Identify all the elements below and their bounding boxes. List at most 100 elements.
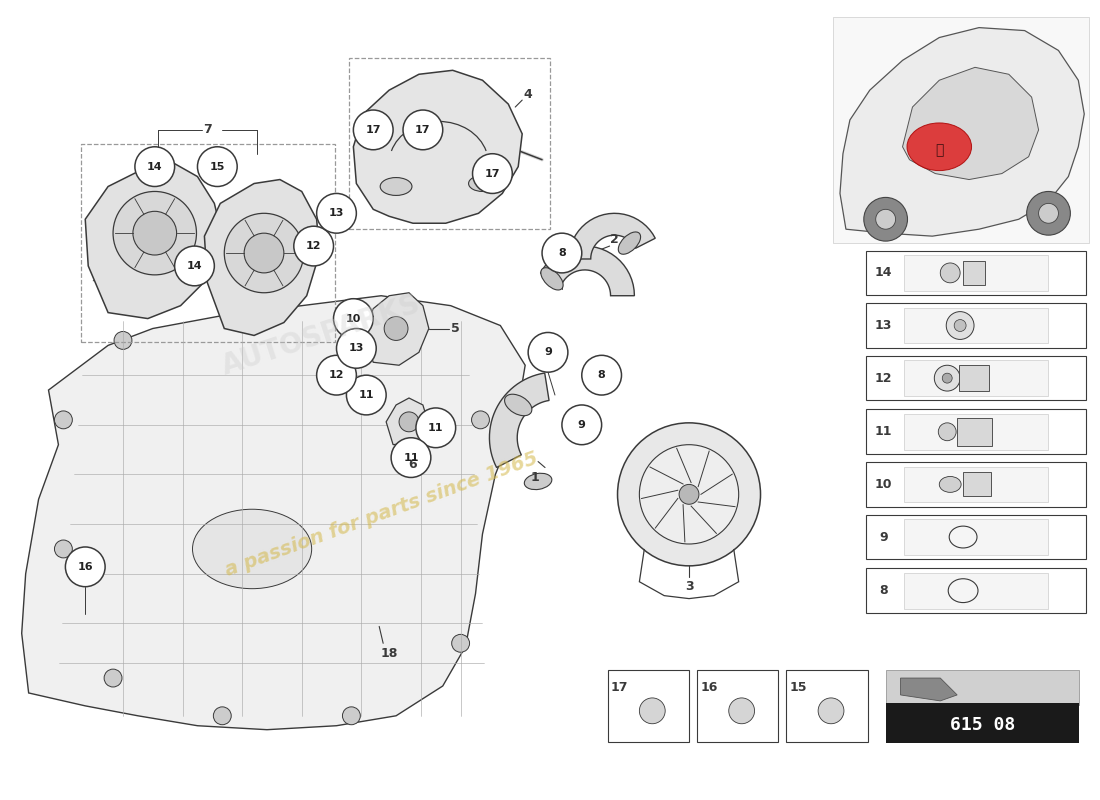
Text: AUTOSPARKS: AUTOSPARKS: [219, 290, 425, 381]
Text: 🐂: 🐂: [935, 142, 944, 157]
Polygon shape: [205, 179, 320, 335]
Bar: [833, 17, 1089, 243]
Text: 12: 12: [329, 370, 344, 380]
Bar: [866, 410, 1086, 454]
Circle shape: [244, 233, 284, 273]
Circle shape: [403, 110, 442, 150]
Circle shape: [317, 355, 356, 395]
Text: 5: 5: [451, 322, 460, 335]
Text: 14: 14: [874, 266, 892, 279]
Ellipse shape: [192, 510, 311, 589]
Circle shape: [346, 375, 386, 415]
Text: 16: 16: [77, 562, 94, 572]
Bar: [81, 144, 334, 342]
Text: 2: 2: [610, 233, 619, 246]
Bar: [903, 573, 1047, 609]
Text: 11: 11: [428, 423, 443, 433]
Circle shape: [946, 312, 974, 339]
Polygon shape: [490, 373, 549, 467]
Circle shape: [213, 707, 231, 725]
Bar: [959, 366, 989, 391]
Bar: [866, 514, 1086, 559]
Polygon shape: [363, 293, 429, 366]
Circle shape: [934, 366, 960, 391]
Text: 11: 11: [359, 390, 374, 400]
Text: 9: 9: [544, 347, 552, 358]
Circle shape: [113, 191, 197, 275]
Ellipse shape: [469, 175, 496, 191]
Circle shape: [1026, 191, 1070, 235]
Polygon shape: [540, 246, 635, 296]
Ellipse shape: [908, 123, 971, 170]
Bar: [957, 418, 992, 446]
Bar: [903, 360, 1047, 396]
Circle shape: [317, 194, 356, 233]
Circle shape: [55, 411, 73, 429]
Circle shape: [104, 669, 122, 687]
Bar: [697, 670, 779, 742]
Circle shape: [1038, 203, 1058, 223]
Bar: [903, 308, 1047, 343]
Text: 11: 11: [874, 426, 892, 438]
Bar: [350, 58, 550, 229]
Text: 615 08: 615 08: [950, 716, 1015, 734]
Text: 13: 13: [874, 319, 892, 332]
Ellipse shape: [381, 178, 412, 195]
Bar: [886, 703, 1079, 742]
Ellipse shape: [618, 232, 640, 254]
Text: 1: 1: [530, 471, 539, 484]
Text: 7: 7: [204, 123, 212, 136]
Circle shape: [175, 246, 214, 286]
Circle shape: [399, 412, 419, 432]
Bar: [866, 250, 1086, 295]
Circle shape: [943, 373, 953, 383]
Text: 8: 8: [879, 584, 888, 597]
Circle shape: [198, 146, 238, 186]
Circle shape: [528, 333, 568, 372]
Text: 10: 10: [874, 478, 892, 491]
Circle shape: [353, 110, 393, 150]
Polygon shape: [569, 214, 656, 259]
Circle shape: [333, 298, 373, 338]
Circle shape: [639, 445, 739, 544]
Text: 13: 13: [349, 343, 364, 354]
Text: 8: 8: [597, 370, 605, 380]
Ellipse shape: [939, 477, 961, 492]
Circle shape: [542, 233, 582, 273]
Circle shape: [940, 263, 960, 283]
Text: 9: 9: [879, 530, 888, 543]
Text: 13: 13: [329, 208, 344, 218]
Bar: [866, 356, 1086, 401]
Circle shape: [864, 198, 907, 241]
Bar: [903, 255, 1047, 290]
Circle shape: [384, 317, 408, 341]
Circle shape: [639, 698, 665, 724]
Text: 14: 14: [147, 162, 163, 172]
Circle shape: [294, 226, 333, 266]
Circle shape: [55, 540, 73, 558]
Ellipse shape: [505, 394, 532, 416]
Circle shape: [337, 329, 376, 368]
Circle shape: [818, 698, 844, 724]
Text: 9: 9: [578, 420, 585, 430]
Text: 18: 18: [381, 646, 398, 660]
Circle shape: [392, 438, 431, 478]
Circle shape: [728, 698, 755, 724]
Circle shape: [679, 485, 699, 504]
Polygon shape: [840, 28, 1085, 236]
Polygon shape: [353, 70, 522, 223]
Ellipse shape: [541, 268, 563, 290]
Text: 10: 10: [345, 314, 361, 323]
Text: 12: 12: [874, 372, 892, 385]
Circle shape: [876, 210, 895, 229]
Circle shape: [114, 331, 132, 350]
Polygon shape: [902, 67, 1038, 179]
Circle shape: [954, 319, 966, 331]
Text: 4: 4: [524, 88, 532, 101]
Circle shape: [342, 707, 361, 725]
Circle shape: [938, 423, 956, 441]
Circle shape: [617, 423, 760, 566]
Text: 17: 17: [415, 125, 430, 135]
Circle shape: [472, 411, 490, 429]
Circle shape: [224, 214, 304, 293]
